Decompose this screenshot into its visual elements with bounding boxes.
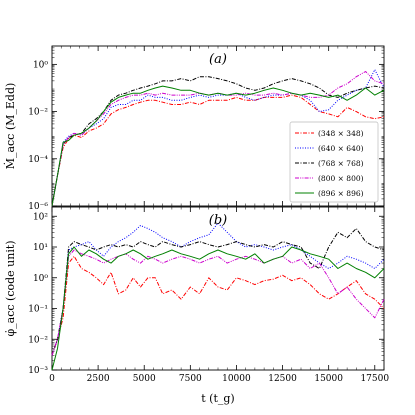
y-tick-label: 10⁻² bbox=[28, 335, 48, 345]
legend-label: (640 × 640) bbox=[318, 144, 364, 153]
panel-b-tag: (b) bbox=[209, 213, 227, 228]
x-tick-label: 10000 bbox=[222, 374, 251, 384]
y-tick-label: 10⁻¹ bbox=[28, 305, 48, 315]
y-tick-label: 10² bbox=[33, 212, 48, 222]
legend-box bbox=[289, 121, 379, 203]
series-line-a-2 bbox=[51, 69, 385, 207]
y-tick-label: 10⁰ bbox=[33, 274, 48, 284]
x-tick-label: 2500 bbox=[87, 374, 110, 384]
y-tick-label: 10⁰ bbox=[33, 60, 48, 70]
y-tick-label: 10⁻² bbox=[28, 108, 48, 118]
series-line-b-4 bbox=[51, 249, 385, 356]
panel-b: 10⁻³ 10⁻² 10⁻¹ 10⁰ 10¹ 10² 0 2500 5000 7500 10000 1… bbox=[28, 206, 389, 384]
y-axis-label-a: Ṁ_acc (M_Edd) bbox=[3, 83, 17, 170]
legend-label: (896 × 896) bbox=[318, 189, 364, 198]
series-line-a-3 bbox=[51, 76, 385, 207]
x-axis-label: t (t_g) bbox=[201, 392, 234, 405]
y-tick-label: 10⁻⁶ bbox=[28, 202, 48, 212]
series-line-b-1 bbox=[51, 255, 385, 356]
series-line-b-2 bbox=[51, 222, 385, 356]
x-tick-label: 7500 bbox=[179, 374, 202, 384]
panel-a-tag: (a) bbox=[209, 52, 227, 67]
x-tick-label: 0 bbox=[49, 374, 55, 384]
y-tick-label: 10¹ bbox=[33, 243, 48, 253]
x-tick-label: 12500 bbox=[268, 374, 297, 384]
series-line-b-5 bbox=[51, 246, 385, 371]
legend-label: (348 × 348) bbox=[318, 129, 364, 138]
x-tick-label: 5000 bbox=[133, 374, 156, 384]
y-tick-label: 10⁻⁴ bbox=[28, 155, 48, 165]
x-tick-label: 17500 bbox=[360, 374, 389, 384]
series-line-a-1 bbox=[51, 94, 385, 207]
series-line-b-3 bbox=[51, 228, 385, 356]
series-line-a-5 bbox=[51, 85, 385, 207]
plot-frame-b bbox=[51, 206, 385, 371]
legend: (348 × 348) (640 × 640) (768 × 768) (800 × … bbox=[289, 121, 379, 203]
y-tick-label: 10⁻³ bbox=[28, 366, 48, 376]
x-tick-label: 15000 bbox=[314, 374, 343, 384]
panel-a: 10⁻⁶ 10⁻⁴ 10⁻² 10⁰ (a) bbox=[28, 45, 385, 212]
legend-label: (768 × 768) bbox=[318, 159, 364, 168]
y-axis-label-b: φ̇_acc (code unit) bbox=[4, 240, 17, 336]
legend-label: (800 × 800) bbox=[318, 174, 364, 183]
